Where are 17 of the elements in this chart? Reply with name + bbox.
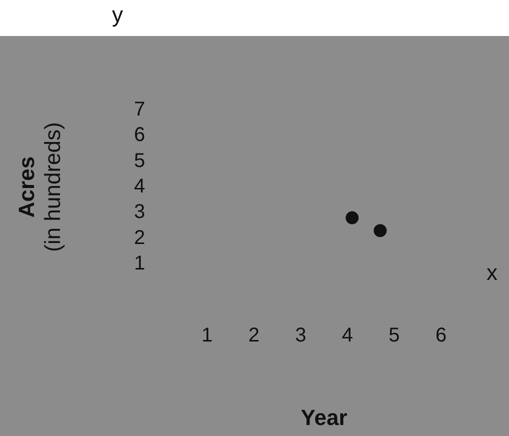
y-tick-label: 4: [134, 176, 146, 198]
x-tick-label: 3: [295, 324, 306, 347]
y-axis-title: Acres (in hundreds): [14, 122, 66, 252]
x-axis-title: Year: [300, 404, 348, 430]
y-tick-label: 1: [134, 252, 146, 275]
x-tick-label: 5: [388, 324, 400, 347]
y-tick-label: 2: [134, 226, 146, 249]
y-tick-label: 5: [134, 150, 146, 172]
text: y: [112, 2, 123, 28]
y-tick-label: 3: [134, 201, 146, 224]
x-tick-label: 1: [202, 324, 213, 347]
text: x: [486, 260, 498, 286]
x-tick-label: 4: [342, 324, 354, 347]
y-tick-label: 7: [134, 98, 146, 121]
x-tick-label: 2: [248, 324, 260, 347]
x-tick-label: 6: [435, 324, 447, 347]
y-tick-label: 6: [134, 124, 146, 146]
